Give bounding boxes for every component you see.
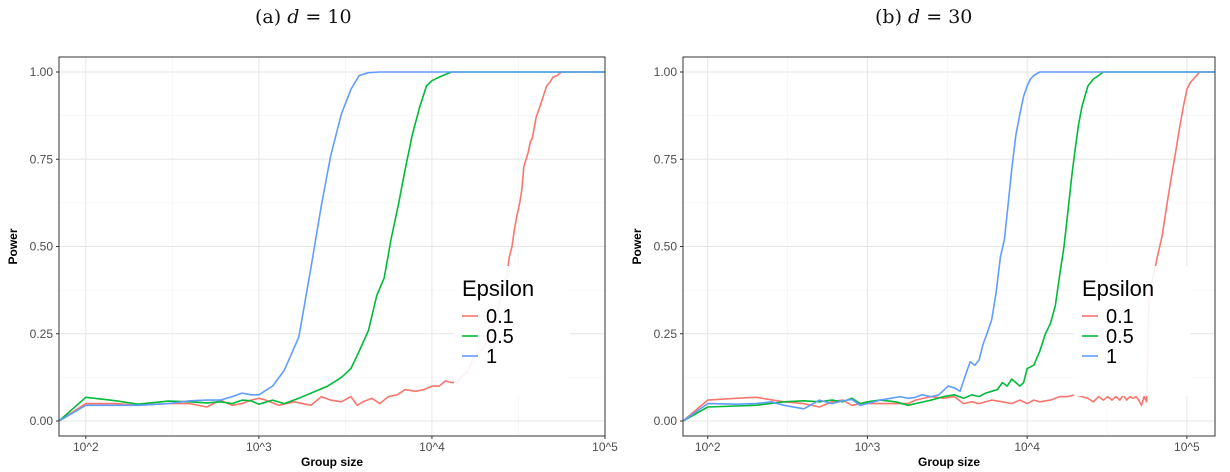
legend-background	[454, 266, 570, 396]
y-axis-title: Power	[6, 228, 20, 264]
caption-panel-a: (a) d = 10	[255, 6, 352, 28]
y-tick-label: 0.75	[30, 152, 54, 166]
y-tick-label: 0.00	[30, 414, 54, 428]
y-tick-label: 0.25	[30, 327, 54, 341]
x-tick-label: 10^4	[1014, 440, 1040, 454]
series-line-1	[58, 71, 605, 422]
legend-label-0-5: 0.5	[1106, 326, 1134, 348]
legend: Epsilon 0.10.51	[1074, 266, 1190, 396]
y-axis-title: Power	[630, 228, 644, 264]
x-tick-label: 10^4	[419, 440, 445, 454]
series-line-0-5	[58, 71, 605, 422]
legend-label-1: 1	[1106, 346, 1117, 368]
y-tick-label: 0.50	[30, 240, 54, 254]
x-tick-label: 10^3	[855, 440, 881, 454]
legend-label-0-5: 0.5	[486, 326, 514, 348]
caption-panel-b: (b) d = 30	[875, 6, 973, 28]
x-tick-label: 10^5	[592, 440, 618, 454]
x-tick-label: 10^3	[246, 440, 272, 454]
x-tick-label: 10^5	[1174, 440, 1200, 454]
y-tick-label: 0.50	[654, 240, 678, 254]
x-axis-title: Group size	[301, 455, 363, 469]
plot-border	[58, 56, 606, 437]
chart-panel-a: 0.00 0.25 0.50 0.75 1.00 10^2 10^3 10^4 10^5 Grou…	[6, 56, 618, 469]
y-tick-label: 0.00	[654, 414, 678, 428]
legend-background	[1074, 266, 1190, 396]
y-tick-label: 0.75	[654, 152, 678, 166]
series-line-1	[682, 71, 1215, 422]
legend: Epsilon 0.10.51	[454, 266, 570, 396]
y-tick-label: 0.25	[654, 327, 678, 341]
x-tick-label: 10^2	[73, 440, 99, 454]
legend-title: Epsilon	[1082, 276, 1154, 301]
y-tick-label: 1.00	[30, 65, 54, 79]
plot-border	[682, 56, 1216, 437]
chart-panel-b: 0.00 0.25 0.50 0.75 1.00 10^2 10^3 10^4 10^5 Grou…	[630, 56, 1216, 469]
x-tick-label: 10^2	[695, 440, 721, 454]
x-axis-title: Group size	[918, 455, 980, 469]
legend-label-0-1: 0.1	[486, 306, 514, 328]
legend-label-1: 1	[486, 346, 497, 368]
y-tick-label: 1.00	[654, 65, 678, 79]
legend-label-0-1: 0.1	[1106, 306, 1134, 328]
legend-title: Epsilon	[462, 276, 534, 301]
